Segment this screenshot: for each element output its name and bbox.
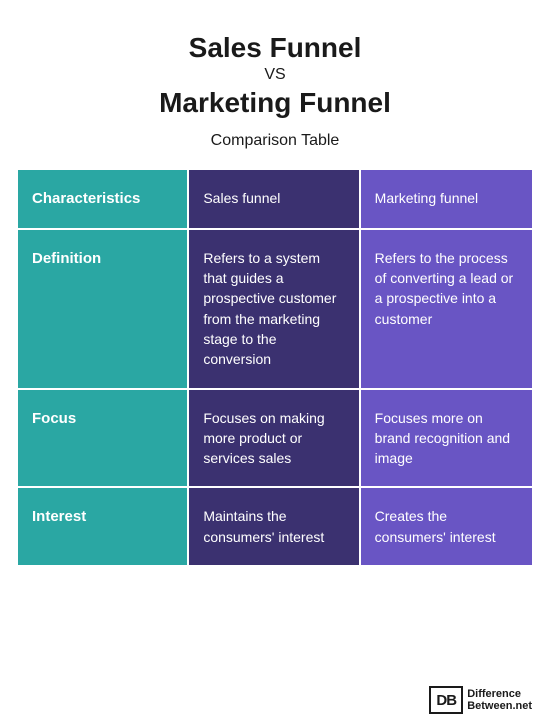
logo-line1: Difference	[467, 688, 532, 700]
col-header-characteristics: Characteristics	[18, 170, 189, 230]
row-label: Interest	[18, 488, 189, 567]
row-sales: Maintains the consumers' interest	[189, 488, 360, 567]
row-label: Focus	[18, 390, 189, 489]
page-header: Sales Funnel VS Marketing Funnel Compari…	[0, 0, 550, 170]
logo-line2: Between.net	[467, 700, 532, 712]
title-b: Marketing Funnel	[20, 85, 530, 120]
logo-text: Difference Between.net	[467, 688, 532, 712]
subtitle: Comparison Table	[20, 132, 530, 150]
brand-logo: DB Difference Between.net	[429, 686, 532, 714]
title-vs: VS	[20, 65, 530, 85]
col-header-marketing: Marketing funnel	[361, 170, 532, 230]
title-a: Sales Funnel	[20, 30, 530, 65]
row-sales: Focuses on making more product or servic…	[189, 390, 360, 489]
row-marketing: Refers to the process of converting a le…	[361, 230, 532, 390]
logo-box: DB	[429, 686, 463, 714]
row-label: Definition	[18, 230, 189, 390]
col-header-sales: Sales funnel	[189, 170, 360, 230]
row-marketing: Creates the consumers' interest	[361, 488, 532, 567]
row-marketing: Focuses more on brand recognition and im…	[361, 390, 532, 489]
comparison-table: Characteristics Sales funnel Marketing f…	[18, 170, 532, 567]
row-sales: Refers to a system that guides a prospec…	[189, 230, 360, 390]
